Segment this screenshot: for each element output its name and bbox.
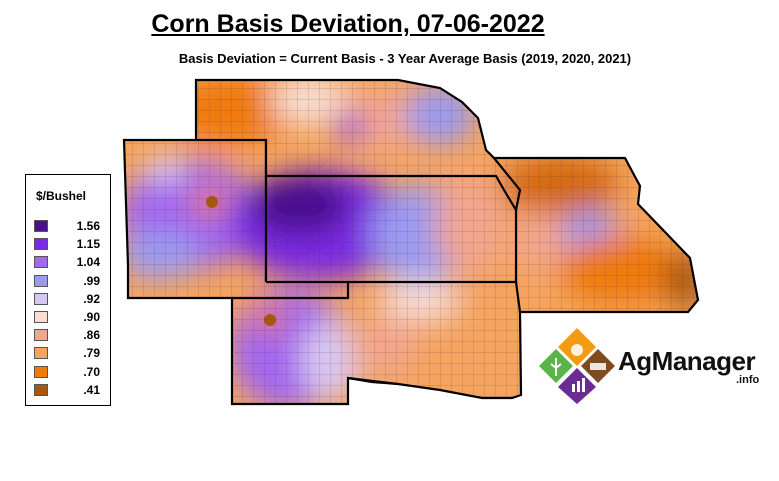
legend-item: 1.15: [34, 237, 106, 251]
legend-swatch: [34, 292, 48, 305]
legend-label: .90: [83, 310, 100, 324]
agmanager-logo: AgManager .info: [538, 326, 766, 406]
legend-swatch: [34, 329, 48, 342]
legend-item: .99: [34, 274, 106, 288]
logo-brand-text: AgManager: [618, 346, 756, 376]
logo-suffix-text: .info: [736, 374, 760, 386]
legend-label: .92: [83, 291, 100, 306]
legend-swatch: [34, 347, 48, 360]
legend-item: 1.56: [34, 219, 106, 233]
legend: $/Bushel 1.56 1.15 1.04 .99 .92 .90 .86 .79 .70.…: [25, 174, 111, 406]
legend-title: $/Bushel: [36, 189, 87, 203]
legend-item: .90: [34, 310, 106, 324]
legend-label: .70: [83, 364, 100, 379]
map-subtitle: Basis Deviation = Current Basis - 3 Year…: [178, 51, 632, 66]
legend-label: 1.04: [76, 255, 100, 270]
legend-label: 1.15: [76, 237, 100, 252]
legend-swatch: [34, 365, 48, 378]
legend-label: .41: [83, 382, 100, 397]
agmanager-logo-icon: [539, 328, 615, 404]
legend-label: .79: [83, 346, 100, 361]
legend-label: 1.56: [76, 219, 100, 233]
state-borders: [122, 78, 700, 406]
legend-item: .70: [34, 365, 106, 379]
legend-swatch: [34, 256, 48, 269]
legend-swatch: [34, 383, 48, 396]
map-title: Corn Basis Deviation, 07-06-2022: [151, 10, 545, 38]
legend-item: 1.04: [34, 255, 106, 269]
legend-label: .99: [83, 273, 100, 288]
legend-item: .79: [34, 346, 106, 360]
legend-swatch: [34, 238, 48, 251]
legend-swatch: [34, 311, 48, 323]
legend-swatch: [34, 274, 48, 287]
legend-item: .86: [34, 328, 106, 342]
legend-item: .41: [34, 383, 106, 397]
legend-item: .92: [34, 292, 106, 306]
legend-label: .86: [83, 328, 100, 343]
legend-swatch: [34, 220, 48, 232]
